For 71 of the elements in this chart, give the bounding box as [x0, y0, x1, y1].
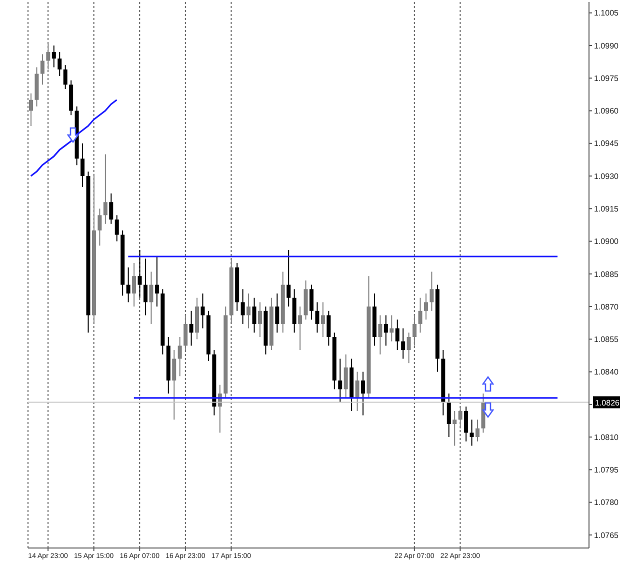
candlestick — [46, 42, 50, 70]
line-series — [30, 99, 118, 177]
y-tick-label: 1.0870 — [594, 302, 620, 312]
candlestick — [149, 271, 154, 324]
y-tick-label: 1.0840 — [594, 368, 620, 377]
candlestick — [476, 419, 480, 442]
candlestick — [452, 410, 457, 446]
candlestick — [286, 249, 291, 308]
y-tick-label: 1.0780 — [594, 498, 620, 508]
y-tick-label: 1.0855 — [594, 335, 620, 344]
candlestick — [189, 310, 194, 346]
candlestick — [114, 214, 119, 242]
candlestick — [464, 406, 468, 442]
candlestick — [315, 302, 320, 334]
candlestick — [395, 319, 400, 351]
candlestick — [29, 92, 33, 126]
candlestick — [132, 262, 136, 308]
candlestick — [138, 249, 142, 298]
candlestick — [401, 328, 406, 360]
candlestick — [361, 371, 366, 416]
candlestick — [109, 192, 114, 224]
candlestick — [470, 419, 474, 446]
candlestick — [418, 297, 422, 334]
candlestick — [172, 350, 176, 420]
candlestick — [252, 297, 256, 334]
candlestick — [126, 266, 130, 303]
y-tick-label: 1.0885 — [594, 270, 620, 279]
candlestick — [63, 64, 68, 90]
y-tick-label: 1.0930 — [594, 172, 620, 181]
candlestick — [58, 52, 62, 76]
y-tick-label: 1.0960 — [594, 106, 620, 116]
candlestick — [103, 154, 108, 224]
candlestick — [98, 208, 102, 246]
candlestick — [320, 302, 325, 338]
candlestick — [240, 288, 245, 324]
y-tick-label: 1.0975 — [594, 74, 620, 83]
ref-line-label: 1.0826 — [595, 398, 620, 408]
candlestick — [406, 332, 411, 364]
candlestick — [458, 406, 462, 429]
candlestick — [446, 393, 451, 438]
y-tick-label: 1.0945 — [594, 139, 620, 148]
candlestick — [143, 258, 148, 316]
candlestick — [355, 371, 360, 412]
candlestick — [378, 314, 382, 355]
candlestick — [412, 314, 417, 346]
y-tick-label: 1.0795 — [594, 466, 620, 475]
y-tick-label: 1.0900 — [594, 237, 620, 246]
candlestick — [390, 314, 394, 342]
candlestick — [200, 292, 205, 329]
candlestick — [184, 314, 188, 351]
candlestick — [338, 358, 342, 403]
y-tick-label: 1.0990 — [594, 41, 620, 50]
y-tick-label: 1.0915 — [594, 204, 620, 214]
candlestick — [424, 292, 428, 320]
candlestick — [326, 310, 331, 346]
candlestick — [384, 314, 388, 346]
candlestick — [258, 302, 262, 338]
candlestick — [298, 306, 302, 351]
y-tick-label: 1.0810 — [594, 432, 620, 442]
candlestick — [154, 256, 159, 308]
y-tick-label: 1.0765 — [594, 530, 620, 540]
candlestick — [275, 292, 280, 334]
candlestick — [246, 292, 251, 329]
candlestick — [52, 45, 56, 68]
y-tick-label: 1.1005 — [594, 8, 620, 18]
candlestick — [178, 336, 182, 377]
candlestick — [310, 284, 314, 320]
candlestick — [430, 271, 434, 312]
candlestick — [344, 354, 348, 398]
candlestick — [80, 142, 85, 188]
candlestick — [40, 54, 44, 86]
